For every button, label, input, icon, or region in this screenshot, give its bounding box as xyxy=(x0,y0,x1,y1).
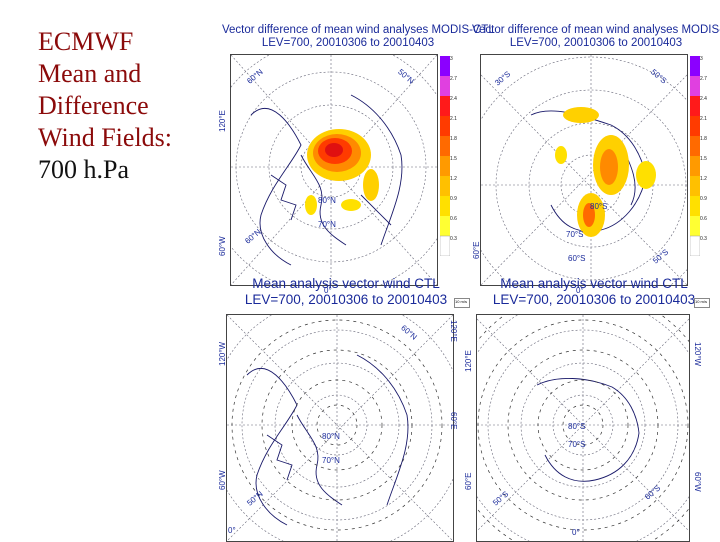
colorbar-tick: 2.1 xyxy=(450,116,457,122)
panel-title: Mean analysis vector wind CTL LEV=700, 2… xyxy=(222,276,470,308)
colorbar-gradient xyxy=(440,56,450,256)
map-label: 60°W xyxy=(693,472,702,492)
colorbar-gradient xyxy=(690,56,700,256)
title-line-4: Wind Fields: xyxy=(38,123,173,152)
map-label: 0° xyxy=(576,286,584,295)
map-label: 60°E xyxy=(449,412,458,430)
panel-title: Vector difference of mean wind analyses … xyxy=(222,24,495,50)
map-frame xyxy=(476,314,690,542)
colorbar-tick: 2.1 xyxy=(700,116,707,122)
colorbar-tick: 3 xyxy=(700,56,703,62)
colorbar-tick: 2.4 xyxy=(450,96,457,102)
colorbar-tick: 2.7 xyxy=(700,76,707,82)
slide-title: ECMWF Mean and Difference Wind Fields: 7… xyxy=(38,26,218,186)
title-line-3: Difference xyxy=(38,91,149,120)
map-label: 80°S xyxy=(568,422,586,431)
panel-title-line1: Mean analysis vector wind CTL xyxy=(252,276,440,291)
map-label: 0° xyxy=(572,528,580,537)
panel-title: Vector difference of mean wind analyses … xyxy=(472,24,720,50)
map-label: 120°E xyxy=(218,110,227,132)
panel-mean-arctic: Mean analysis vector wind CTL LEV=700, 2… xyxy=(218,276,470,542)
title-line-2: Mean and xyxy=(38,59,142,88)
panel-title: Mean analysis vector wind CTL LEV=700, 2… xyxy=(468,276,720,308)
map-label: 70°N xyxy=(318,220,336,229)
colorbar-tick: 1.8 xyxy=(450,136,457,142)
polar-map-antarctic-mean xyxy=(477,315,689,541)
colorbar-tick: 1.5 xyxy=(700,156,707,162)
vector-legend: 10 m/s xyxy=(454,298,470,308)
vector-legend-label: 10 m/s xyxy=(695,299,708,304)
map-label: 80°N xyxy=(322,432,340,441)
map-label: 70°S xyxy=(566,230,584,239)
map-label: 120°E xyxy=(464,350,473,372)
colorbar-tick: 2.7 xyxy=(450,76,457,82)
panel-title-line1: Mean analysis vector wind CTL xyxy=(500,276,688,291)
map-label: 70°S xyxy=(568,440,586,449)
colorbar-tick: 3 xyxy=(450,56,453,62)
panel-title-line2: LEV=700, 20010306 to 20010403 xyxy=(492,292,696,307)
map-label: 0° xyxy=(228,526,236,535)
panel-title-line2: LEV=700, 20010306 to 20010403 xyxy=(509,37,683,49)
colorbar-tick: 0.3 xyxy=(450,236,457,242)
map-label: 0° xyxy=(324,286,332,295)
colorbar-tick: 1.5 xyxy=(450,156,457,162)
panel-title-line2: LEV=700, 20010306 to 20010403 xyxy=(261,37,435,49)
title-line-5: 700 h.Pa xyxy=(38,155,129,184)
panel-title-line1: Vector difference of mean wind analyses … xyxy=(222,24,495,36)
map-label: 80°N xyxy=(318,196,336,205)
colorbar-tick: 1.2 xyxy=(700,176,707,182)
map-label: 120°W xyxy=(218,341,227,366)
colorbar-tick: 0.6 xyxy=(700,216,707,222)
colorbar-tick: 0.6 xyxy=(450,216,457,222)
map-frame xyxy=(480,54,688,286)
map-label: 60°W xyxy=(218,236,227,256)
map-frame xyxy=(226,314,454,542)
panel-title-line1: Vector difference of mean wind analyses … xyxy=(472,24,720,36)
panel-title-line2: LEV=700, 20010306 to 20010403 xyxy=(244,292,448,307)
panel-mean-antarctic: Mean analysis vector wind CTL LEV=700, 2… xyxy=(464,276,720,542)
map-label: 60°E xyxy=(464,472,473,490)
polar-map-arctic-mean xyxy=(227,315,453,541)
colorbar-tick: 0.3 xyxy=(700,236,707,242)
colorbar: 3 2.7 2.4 2.1 1.8 1.5 1.2 0.9 0.6 0.3 xyxy=(440,56,466,256)
colorbar-tick: 0.9 xyxy=(450,196,457,202)
map-label: 60°S xyxy=(568,254,586,263)
colorbar-tick: 2.4 xyxy=(700,96,707,102)
vector-legend: 10 m/s xyxy=(694,298,710,308)
title-line-1: ECMWF xyxy=(38,27,134,56)
polar-map-arctic-diff xyxy=(231,55,437,285)
colorbar: 3 2.7 2.4 2.1 1.8 1.5 1.2 0.9 0.6 0.3 xyxy=(690,56,716,256)
map-label: 70°N xyxy=(322,456,340,465)
vector-legend-label: 10 m/s xyxy=(455,299,468,304)
map-label: 120°W xyxy=(693,342,702,367)
panel-diff-arctic: Vector difference of mean wind analyses … xyxy=(218,24,495,295)
colorbar-tick: 1.2 xyxy=(450,176,457,182)
colorbar-tick: 0.9 xyxy=(700,196,707,202)
polar-map-antarctic-diff xyxy=(481,55,687,285)
map-frame xyxy=(230,54,438,286)
map-label: 60°E xyxy=(472,241,481,259)
colorbar-tick: 1.8 xyxy=(700,136,707,142)
map-label: 80°S xyxy=(590,202,608,211)
map-label: 120°E xyxy=(449,320,458,342)
panel-diff-antarctic: Vector difference of mean wind analyses … xyxy=(472,24,720,295)
map-label: 60°W xyxy=(218,470,227,490)
